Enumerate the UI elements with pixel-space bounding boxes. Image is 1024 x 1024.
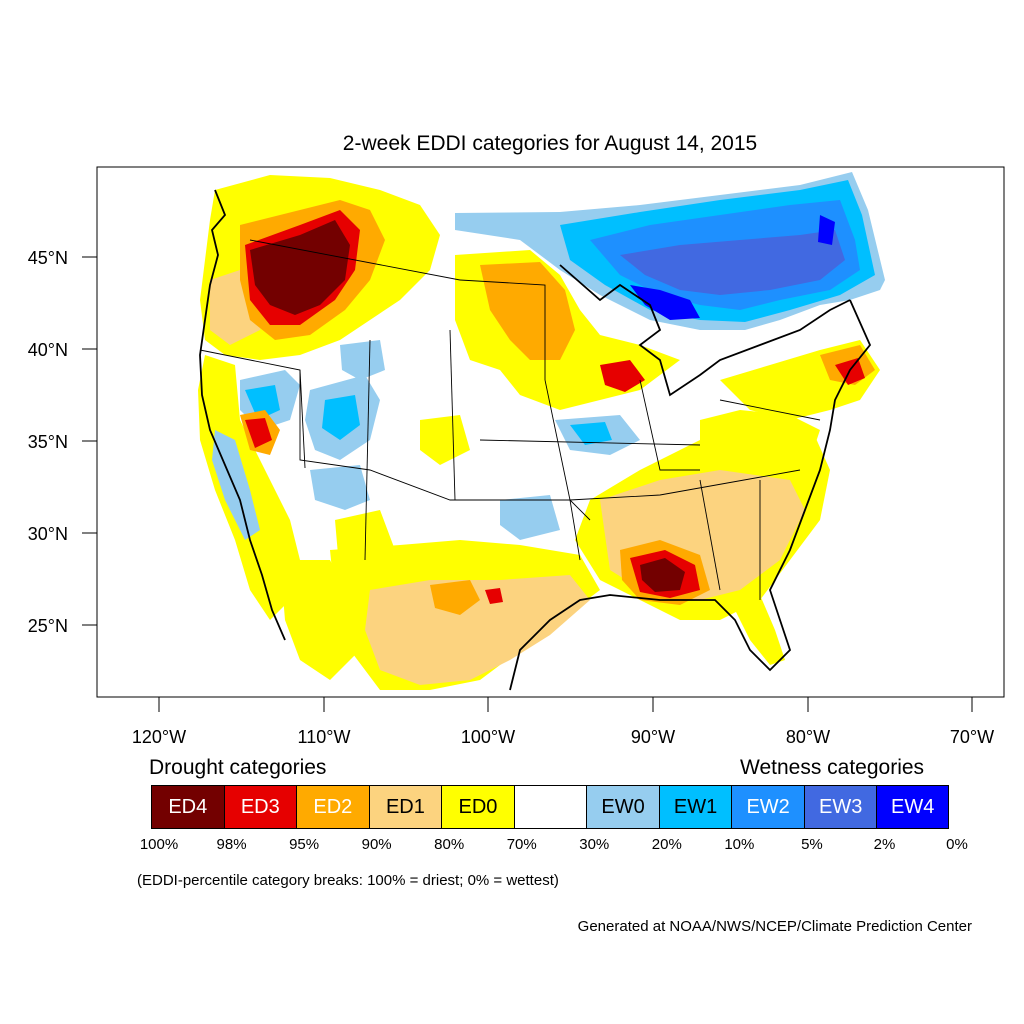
- legend-box-ew3: EW3: [803, 785, 877, 829]
- wet-region-central: [500, 415, 640, 540]
- credit-line: Generated at NOAA/NWS/NCEP/Climate Predi…: [577, 918, 972, 935]
- legend-box-ed3: ED3: [223, 785, 297, 829]
- map-title: 2-week EDDI categories for August 14, 20…: [342, 132, 758, 155]
- drought-region-texas-ed2: [430, 580, 480, 615]
- drought-region-florida: [730, 595, 785, 665]
- drought-region-gulf-ed4: [640, 558, 685, 592]
- lat-label-45: 45°N: [28, 248, 68, 268]
- legend-box-ew2: EW2: [731, 785, 804, 829]
- lon-ticks: [158, 697, 973, 712]
- lat-label-25: 25°N: [28, 616, 68, 636]
- legend-box-ew4: EW4: [876, 785, 949, 829]
- lat-label-40: 40°N: [28, 340, 68, 360]
- map-area: [198, 172, 885, 690]
- drought-categories-heading: Drought categories: [149, 756, 327, 779]
- legend-box-ed1: ED1: [368, 785, 442, 829]
- legend-break-label: 2%: [873, 836, 896, 853]
- category-break-note: (EDDI-percentile category breaks: 100% =…: [137, 872, 559, 889]
- lat-label-35: 35°N: [28, 432, 68, 452]
- drought-region-ohio-valley: [700, 410, 820, 470]
- legend-break-label: 10%: [724, 836, 755, 853]
- wet-region-southern-california: [212, 430, 260, 540]
- legend-break-label: 95%: [289, 836, 320, 853]
- lat-ticks: [82, 256, 97, 626]
- lon-label-120: 120°W: [132, 727, 186, 747]
- drought-region-mexico: [280, 560, 360, 680]
- coastlines: [199, 189, 872, 691]
- legend-box-ed2: ED2: [296, 785, 369, 829]
- legend-break-label: 80%: [434, 836, 465, 853]
- drought-region-illinois-ed3: [600, 360, 645, 392]
- drought-region-texas-ed1: [365, 575, 590, 685]
- lat-label-30: 30°N: [28, 524, 68, 544]
- legend-box-ew0: EW0: [586, 785, 659, 829]
- legend-break-label: 30%: [579, 836, 610, 853]
- drought-region-texas-ed3: [485, 588, 503, 604]
- wet-region-great-basin: [240, 340, 385, 510]
- legend-break-label: 90%: [361, 836, 392, 853]
- legend-break-label: 5%: [801, 836, 823, 853]
- lon-label-90: 90°W: [631, 727, 675, 747]
- drought-region-northern-plains-ed2: [480, 262, 575, 360]
- legend-break-label: 70%: [506, 836, 537, 853]
- legend-break-label: 0%: [946, 836, 968, 853]
- legend-break-label: 20%: [651, 836, 682, 853]
- wet-region-central-ew1: [570, 422, 612, 445]
- wet-region-great-basin-ew1: [245, 385, 360, 440]
- lon-label-100: 100°W: [461, 727, 515, 747]
- lon-label-110: 110°W: [298, 727, 351, 747]
- legend-box-ed4: ED4: [151, 785, 224, 829]
- legend-box-ew1: EW1: [658, 785, 732, 829]
- drought-region-northwest-ed4: [250, 220, 350, 315]
- state-boundaries: [199, 239, 821, 600]
- legend-break-label: 98%: [216, 836, 247, 853]
- drought-region-colorado: [335, 415, 470, 570]
- map-frame: [96, 166, 1005, 698]
- legend-break-label: 100%: [139, 836, 179, 853]
- drought-region-california-ed3: [245, 418, 272, 448]
- wet-region-canada-ew3: [620, 230, 845, 295]
- legend-box-normal: [513, 785, 587, 829]
- legend-box-ed0: ED0: [441, 785, 514, 829]
- lon-label-70: 70°W: [950, 727, 994, 747]
- lon-label-80: 80°W: [786, 727, 830, 747]
- wetness-categories-heading: Wetness categories: [740, 756, 925, 779]
